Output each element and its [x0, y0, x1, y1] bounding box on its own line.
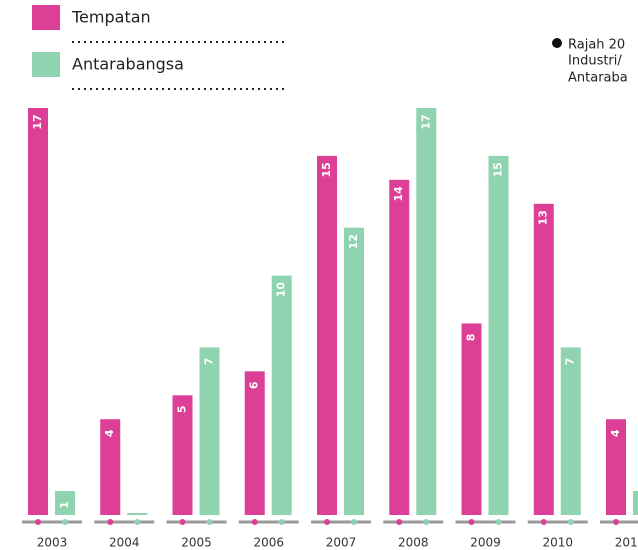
value-label: 15	[320, 162, 333, 177]
value-label: 6	[248, 381, 261, 389]
axis-dot	[468, 519, 475, 525]
axis-dot	[278, 519, 285, 525]
bar	[416, 108, 437, 515]
value-label: 12	[347, 234, 360, 249]
axis-dot	[107, 519, 114, 525]
bar	[127, 513, 148, 515]
value-label: 7	[203, 358, 216, 366]
value-label: 15	[492, 162, 505, 177]
bar	[633, 491, 638, 515]
bar	[606, 419, 626, 515]
legend-swatch	[32, 52, 60, 77]
axis-dot	[495, 519, 502, 525]
axis-dot	[567, 519, 574, 525]
x-tick-label: 2006	[253, 536, 284, 550]
value-label: 4	[609, 429, 622, 437]
bar	[560, 347, 581, 515]
axis-dot	[423, 519, 430, 525]
axis-dot	[324, 519, 330, 525]
axis-dot	[206, 519, 213, 525]
value-label: 1	[636, 501, 638, 509]
axis-dot	[62, 519, 68, 525]
value-label: 5	[176, 405, 189, 413]
x-tick-label: 2011	[615, 536, 638, 550]
axis-dot	[251, 519, 258, 525]
bar	[461, 323, 482, 515]
annotation: Antaraba	[568, 71, 628, 86]
value-label: 7	[564, 358, 577, 366]
axis-dot	[179, 519, 186, 525]
value-label: 13	[537, 210, 550, 225]
annotation: Rajah 20	[568, 38, 625, 53]
bar	[244, 371, 265, 515]
bar	[271, 275, 292, 515]
bar	[533, 203, 554, 515]
bar	[28, 108, 48, 515]
legend-label: Antarabangsa	[72, 55, 184, 74]
value-label: 0	[130, 497, 143, 505]
value-label: 17	[31, 114, 44, 129]
value-label: 14	[392, 186, 405, 202]
axis-dot	[396, 519, 403, 525]
axis-dot	[613, 519, 619, 525]
bar	[488, 155, 509, 515]
x-tick-label: 2005	[181, 536, 212, 550]
bar	[100, 419, 121, 515]
bar	[389, 179, 410, 515]
x-tick-label: 2009	[470, 536, 501, 550]
x-tick-label: 2007	[326, 536, 357, 550]
axis-dot	[540, 519, 547, 525]
axis-dot	[351, 519, 357, 525]
legend-swatch	[32, 5, 60, 30]
legend-label: Tempatan	[71, 8, 151, 27]
value-label: 1	[58, 501, 71, 509]
x-tick-label: 2010	[542, 536, 573, 550]
x-tick-label: 2004	[109, 536, 140, 550]
bar	[55, 491, 75, 515]
axis-dot	[35, 519, 41, 525]
value-label: 8	[465, 334, 478, 342]
bar	[199, 347, 220, 515]
bar	[317, 155, 337, 515]
annotation: Industri/	[568, 54, 622, 69]
bar	[344, 227, 364, 516]
value-label: 17	[419, 114, 432, 129]
x-tick-label: 2008	[398, 536, 429, 550]
value-label: 10	[275, 282, 288, 298]
x-tick-label: 2003	[37, 536, 68, 550]
axis-dot	[134, 519, 141, 525]
bullet	[552, 38, 562, 48]
value-label: 4	[103, 429, 116, 437]
bar	[172, 395, 193, 515]
